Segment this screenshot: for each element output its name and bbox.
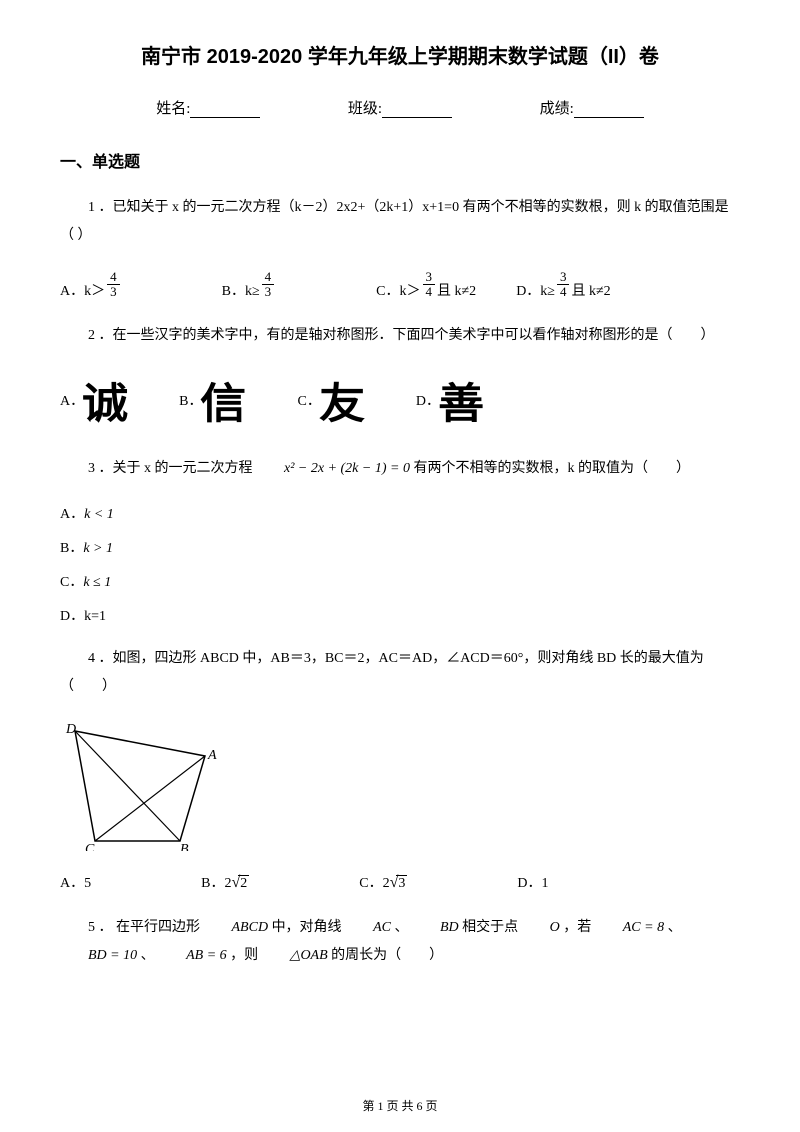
q2-options: A．诚 B．信 C．友 D．善	[60, 370, 740, 431]
q1-c-post: 且 k≠2	[437, 280, 476, 300]
q3-opt-a: A．k < 1	[60, 503, 740, 523]
exam-title: 南宁市 2019-2020 学年九年级上学期期末数学试题（II）卷	[60, 40, 740, 69]
q4-c-sqrt: 3	[390, 874, 408, 892]
q3-opt-b: B．k > 1	[60, 537, 740, 557]
score-label: 成绩:	[540, 97, 574, 118]
name-label: 姓名:	[156, 97, 190, 118]
q1-a-pre: A．k＞	[60, 280, 105, 300]
q2-a-char: 诚	[82, 370, 126, 431]
q4-b-sqrt: 2	[231, 874, 249, 892]
q1-a-frac: 43	[107, 270, 120, 300]
q3-options: A．k < 1 B．k > 1 C．k ≤ 1 D．k=1	[60, 503, 740, 625]
student-info-row: 姓名: 班级: 成绩:	[60, 97, 740, 118]
q1-opt-d: D．k≥ 34 且 k≠2	[516, 270, 610, 300]
q4-options: A．5 B．22 C．23 D．1	[60, 872, 740, 892]
q2-opt-b: B．信	[179, 370, 242, 431]
q4-figure: D A B C	[60, 721, 740, 856]
q1-d-pre: D．k≥	[516, 280, 555, 300]
question-4: 4 ．如图，四边形 ABCD 中，AB＝3，BC＝2，AC＝AD，∠ACD＝60…	[60, 645, 740, 701]
question-3: 3 ．关于 x 的一元二次方程 x² − 2x + (2k − 1) = 0 有…	[60, 455, 740, 483]
question-1: 1 ．已知关于 x 的一元二次方程（k－2）2x2+（2k+1）x+1=0 有两…	[60, 194, 740, 250]
q4-opt-a: A．5	[60, 872, 91, 892]
svg-text:B: B	[180, 842, 189, 851]
class-label: 班级:	[348, 97, 382, 118]
q1-d-frac: 34	[557, 270, 570, 300]
svg-text:C: C	[85, 842, 95, 851]
q3-opt-c: C．k ≤ 1	[60, 571, 740, 591]
q1-c-frac: 34	[423, 270, 436, 300]
q1-b-frac: 43	[262, 270, 275, 300]
q2-d-char: 善	[438, 370, 482, 431]
question-5: 5 ． 在平行四边形 ABCD 中，对角线 AC 、 BD 相交于点 O ，若 …	[60, 914, 740, 970]
q1-c-pre: C．k＞	[376, 280, 420, 300]
q1-opt-a: A．k＞ 43	[60, 270, 122, 300]
q2-opt-d: D．善	[416, 370, 480, 431]
name-blank[interactable]	[190, 102, 260, 118]
q4-opt-d: D．1	[517, 872, 548, 892]
q1-b-pre: B．k≥	[222, 280, 260, 300]
q2-b-char: 信	[200, 370, 244, 431]
q3-opt-d: D．k=1	[60, 605, 740, 625]
q1-options: A．k＞ 43 B．k≥ 43 C．k＞ 34 且 k≠2 D．k≥ 34 且 …	[60, 270, 740, 300]
question-2: 2 ．在一些汉字的美术字中，有的是轴对称图形．下面四个美术字中可以看作轴对称图形…	[60, 322, 740, 350]
section-single-choice: 一、单选题	[60, 148, 740, 172]
score-blank[interactable]	[574, 102, 644, 118]
q1-opt-c: C．k＞ 34 且 k≠2	[376, 270, 476, 300]
q3-formula: x² − 2x + (2k − 1) = 0	[256, 455, 410, 483]
page-footer: 第 1 页 共 6 页	[0, 1097, 800, 1114]
class-blank[interactable]	[382, 102, 452, 118]
svg-text:A: A	[207, 748, 217, 763]
svg-text:D: D	[65, 722, 76, 737]
q2-opt-a: A．诚	[60, 370, 124, 431]
q1-opt-b: B．k≥ 43	[222, 270, 277, 300]
q4-opt-b: B．22	[201, 872, 249, 892]
q2-c-char: 友	[319, 370, 363, 431]
q1-d-post: 且 k≠2	[571, 280, 610, 300]
q2-opt-c: C．友	[298, 370, 361, 431]
q4-opt-c: C．23	[359, 872, 407, 892]
